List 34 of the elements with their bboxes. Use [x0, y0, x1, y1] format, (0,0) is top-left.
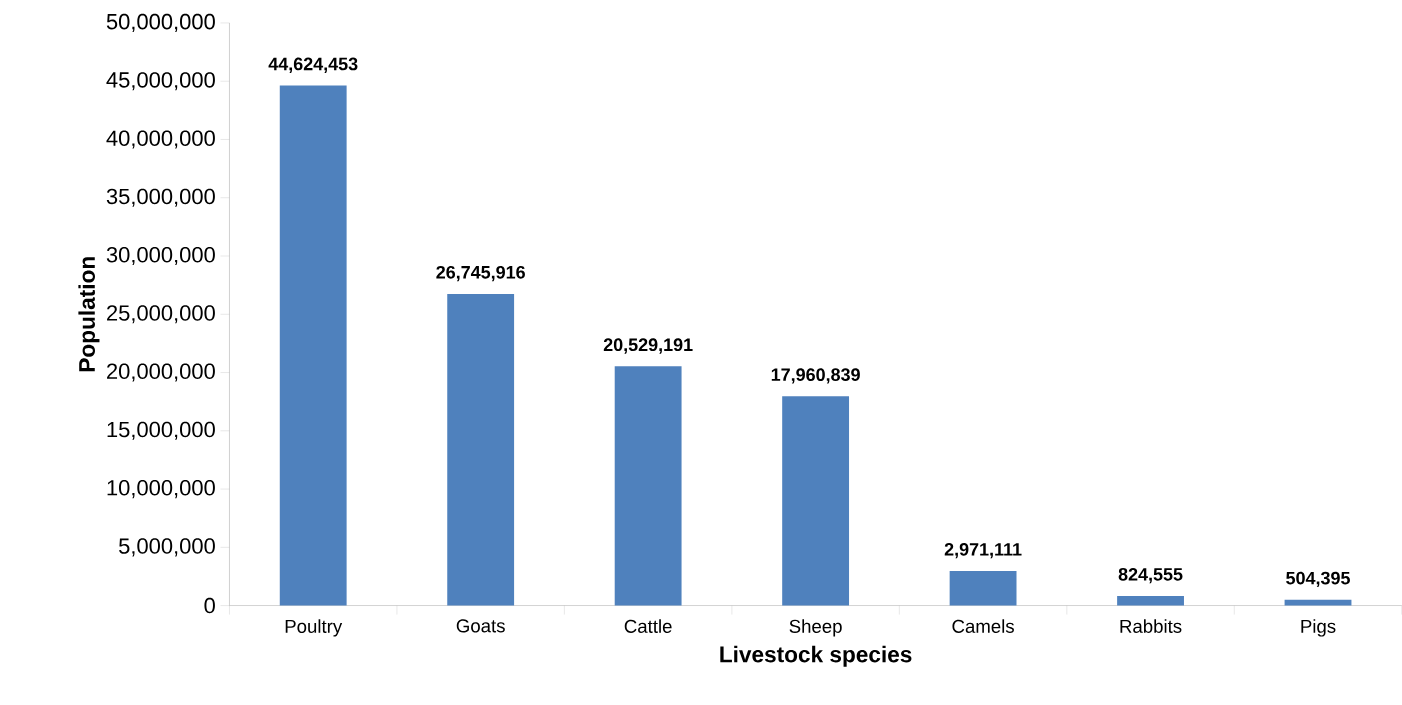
- data-label: 504,395: [1286, 571, 1350, 587]
- data-label: 824,555: [1118, 567, 1183, 584]
- data-label: 17,960,839: [771, 368, 860, 384]
- y-tick-label: 30,000,000: [106, 246, 215, 265]
- x-tick-label: Pigs: [1301, 619, 1336, 637]
- y-tick-label: 40,000,000: [106, 130, 215, 149]
- bar: [1117, 595, 1184, 606]
- y-tick-label: 20,000,000: [107, 363, 215, 382]
- bar: [447, 293, 515, 606]
- y-tick-label: 10,000,000: [107, 479, 215, 498]
- x-axis-title: Livestock species: [720, 645, 912, 667]
- x-tick-label: Goats: [456, 619, 505, 633]
- y-tick-label: 45,000,000: [106, 71, 215, 91]
- bar: [279, 85, 347, 606]
- y-tick-label: 5,000,000: [119, 538, 215, 557]
- data-label: 2,971,111: [944, 542, 1022, 559]
- x-tick-label: Rabbits: [1120, 619, 1182, 633]
- x-tick-label: Camels: [952, 619, 1014, 633]
- x-tick-label: Sheep: [789, 619, 842, 637]
- y-axis-title: Population: [78, 257, 100, 371]
- y-tick-label: 0: [204, 597, 215, 614]
- bar: [949, 570, 1017, 606]
- data-label: 20,529,191: [603, 338, 693, 354]
- bar: [1284, 599, 1352, 606]
- y-tick-label: 25,000,000: [107, 305, 215, 324]
- y-tick-label: 50,000,000: [106, 13, 215, 32]
- x-tick-label: Cattle: [624, 619, 672, 633]
- y-tick-label: 15,000,000: [107, 421, 215, 440]
- data-label: 44,624,453: [268, 57, 358, 73]
- bar: [614, 366, 682, 606]
- x-tick-label: Poultry: [285, 619, 343, 637]
- bar: [782, 396, 850, 606]
- data-label: 26,745,916: [436, 265, 525, 282]
- y-tick-label: 35,000,000: [106, 188, 215, 207]
